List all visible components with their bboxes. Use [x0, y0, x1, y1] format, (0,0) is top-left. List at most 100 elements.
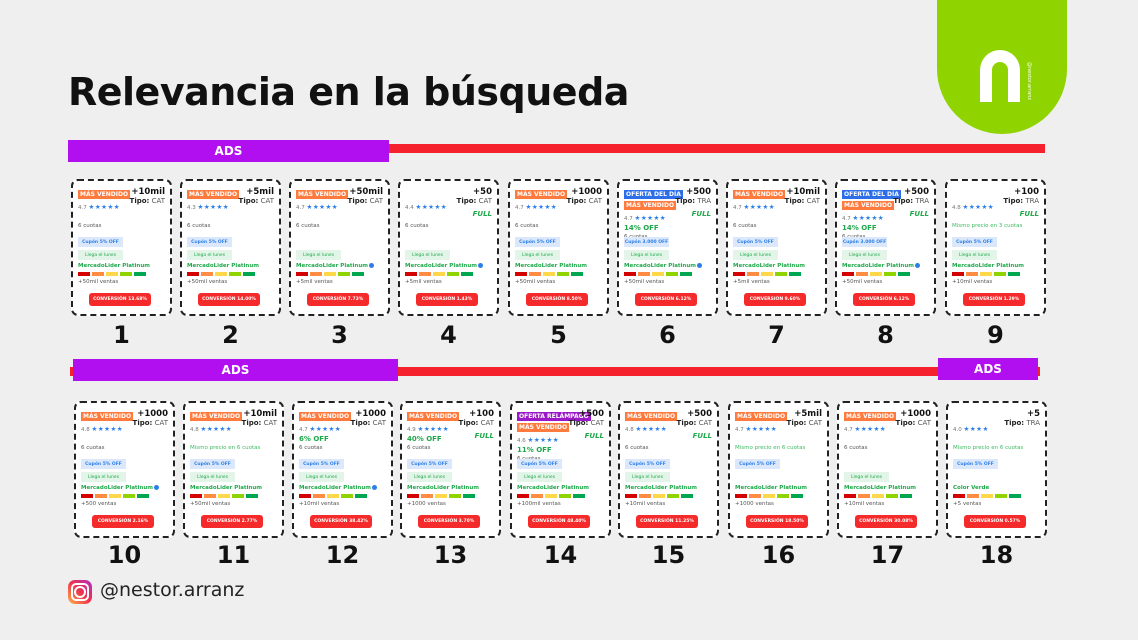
- coupon-tag[interactable]: Cupón 5% OFF: [625, 459, 670, 469]
- listing-badge: MÁS VENDIDO: [296, 190, 349, 199]
- rating: 4.9 ★★★★★: [407, 425, 494, 433]
- reputation-segment: [232, 494, 244, 498]
- product-card[interactable]: MÁS VENDIDO +5mil Tipo: CAT 4.7 ★★★★★ Mi…: [728, 401, 829, 538]
- star-icons: ★★★★★: [415, 203, 448, 211]
- product-card[interactable]: MÁS VENDIDO +5mil Tipo: CAT 4.3 ★★★★★ 6 …: [180, 179, 281, 316]
- coupon-tag[interactable]: Cupón 5% OFF: [735, 459, 780, 469]
- rating-value: 4.8: [625, 427, 634, 433]
- product-card[interactable]: MÁS VENDIDO +1000 Tipo: CAT 4.8 ★★★★★ 6 …: [74, 401, 175, 538]
- product-card[interactable]: MÁS VENDIDO +100 Tipo: CAT FULL 4.9 ★★★★…: [400, 401, 501, 538]
- conversion-button[interactable]: CONVERSIÓN 13.68%: [89, 293, 151, 306]
- product-card[interactable]: +5 Tipo: TRA 4.0 ★★★★ Mismo precio en 6 …: [946, 401, 1047, 538]
- product-card[interactable]: MÁS VENDIDO +500 Tipo: CAT FULL 4.8 ★★★★…: [618, 401, 719, 538]
- full-shipping-badge: FULL: [909, 210, 929, 218]
- instagram-handle[interactable]: @nestor.arranz: [100, 579, 245, 601]
- product-card[interactable]: MÁS VENDIDO +10mil Tipo: CAT 4.7 ★★★★★ 6…: [71, 179, 172, 316]
- discount: 40% OFF: [407, 435, 442, 443]
- product-card[interactable]: +50 Tipo: CAT FULL 4.4 ★★★★★ 6 cuotas Ll…: [398, 179, 499, 316]
- reputation-segment: [995, 494, 1007, 498]
- coupon-tag[interactable]: Cupón 5% OFF: [953, 459, 998, 469]
- position-number: 6: [659, 321, 676, 349]
- coupon-tag[interactable]: Cupón 5% OFF: [733, 237, 778, 247]
- badges: MÁS VENDIDO: [735, 412, 822, 423]
- product-card[interactable]: +100 Tipo: TRA FULL 4.8 ★★★★★ Mismo prec…: [945, 179, 1046, 316]
- installments: 6 cuotas: [515, 223, 539, 229]
- conversion-button[interactable]: CONVERSIÓN 1.29%: [963, 293, 1025, 306]
- coupon-tag[interactable]: Cupón 5% OFF: [190, 459, 235, 469]
- product-card[interactable]: MÁS VENDIDO +1000 Tipo: CAT 4.7 ★★★★★ 6%…: [292, 401, 393, 538]
- conversion-button[interactable]: CONVERSIÓN 11.25%: [636, 515, 698, 528]
- conversion-button[interactable]: CONVERSIÓN 30.08%: [855, 515, 917, 528]
- coupon-tag[interactable]: Cupón 5% OFF: [81, 459, 126, 469]
- tipo-label: Tipo:: [347, 197, 368, 205]
- position-number: 9: [987, 321, 1004, 349]
- seller-label: Color Verde: [953, 485, 990, 491]
- reputation-segment: [886, 494, 898, 498]
- reputation-bar: [190, 494, 277, 499]
- sold-count: +100mil ventas: [517, 501, 561, 507]
- delivery-tag: Llega el lunes: [842, 250, 887, 260]
- coupon-tag[interactable]: Cupón 5% OFF: [952, 237, 997, 247]
- tipo-label: Tipo:: [568, 419, 589, 427]
- ads-banner-row1: ADS: [68, 140, 389, 162]
- product-card[interactable]: OFERTA RELÁMPAGO MÁS VENDIDO +500 Tipo: C…: [510, 401, 611, 538]
- installments: 6 cuotas: [299, 445, 323, 451]
- coupon-tag[interactable]: Cupón 5% OFF: [187, 237, 232, 247]
- conversion-button[interactable]: CONVERSIÓN 9.60%: [744, 293, 806, 306]
- full-shipping-badge: FULL: [691, 210, 711, 218]
- conversion-button[interactable]: CONVERSIÓN 8.50%: [526, 293, 588, 306]
- conversion-button[interactable]: CONVERSIÓN 7.73%: [307, 293, 369, 306]
- rating: 4.7 ★★★★★: [842, 214, 929, 222]
- coupon-tag[interactable]: Cupón 5% OFF: [515, 237, 560, 247]
- conversion-button[interactable]: CONVERSIÓN 1.43%: [416, 293, 478, 306]
- reputation-segment: [967, 494, 979, 498]
- product-card[interactable]: OFERTA DEL DÍA MÁS VENDIDO +500 Tipo: TRA…: [617, 179, 718, 316]
- product-card[interactable]: MÁS VENDIDO +10mil Tipo: CAT 4.7 ★★★★★ 6…: [726, 179, 827, 316]
- installments: Mismo precio en 6 cuotas: [190, 445, 261, 451]
- reputation-segment: [735, 494, 747, 498]
- coupon-tag[interactable]: Cupón 3.000 OFF: [624, 237, 669, 247]
- listing-type: Tipo: CAT: [567, 197, 602, 205]
- conversion-button[interactable]: CONVERSIÓN 0.57%: [964, 515, 1026, 528]
- full-shipping-badge: FULL: [474, 432, 494, 440]
- product-card[interactable]: MÁS VENDIDO +50mil Tipo: CAT 4.7 ★★★★★ 6…: [289, 179, 390, 316]
- sold-count: +5mil ventas: [405, 279, 442, 285]
- product-card[interactable]: MÁS VENDIDO +1000 Tipo: CAT 4.7 ★★★★★ 6 …: [508, 179, 609, 316]
- star-icons: ★★★★★: [525, 203, 558, 211]
- reputation-segment: [884, 272, 896, 276]
- tipo-value: CAT: [154, 419, 168, 427]
- badges: MÁS VENDIDO: [844, 412, 931, 423]
- conversion-button[interactable]: CONVERSIÓN 3.70%: [418, 515, 480, 528]
- rating: 4.6 ★★★★★: [517, 436, 604, 444]
- conversion-button[interactable]: CONVERSIÓN 2.16%: [92, 515, 154, 528]
- conversion-button[interactable]: CONVERSIÓN 48.40%: [528, 515, 590, 528]
- seller-level: MercadoLider Platinum: [517, 485, 604, 493]
- product-card[interactable]: MÁS VENDIDO +10mil Tipo: CAT 4.8 ★★★★★ M…: [183, 401, 284, 538]
- position-number: 2: [222, 321, 239, 349]
- product-card[interactable]: OFERTA DEL DÍA MÁS VENDIDO +500 Tipo: TRA…: [835, 179, 936, 316]
- conversion-button[interactable]: CONVERSIÓN 38.42%: [310, 515, 372, 528]
- product-card[interactable]: MÁS VENDIDO +1000 Tipo: CAT 4.7 ★★★★★ 6 …: [837, 401, 938, 538]
- installments: 6 cuotas: [187, 223, 211, 229]
- verified-icon: [697, 263, 702, 268]
- coupon-tag[interactable]: Cupón 5% OFF: [78, 237, 123, 247]
- listing-badge: MÁS VENDIDO: [190, 412, 243, 421]
- coupon-tag[interactable]: Cupón 3.000 OFF: [842, 237, 887, 247]
- full-shipping-badge: FULL: [472, 210, 492, 218]
- conversion-button[interactable]: CONVERSIÓN 2.77%: [201, 515, 263, 528]
- coupon-tag[interactable]: Cupón 5% OFF: [299, 459, 344, 469]
- reputation-segment: [652, 272, 664, 276]
- rating-value: 4.7: [735, 427, 744, 433]
- discount: [78, 213, 165, 223]
- verified-icon: [915, 263, 920, 268]
- coupon-tag[interactable]: Cupón 5% OFF: [517, 459, 562, 469]
- seller-label: MercadoLider Platinum: [517, 485, 589, 491]
- conversion-button[interactable]: CONVERSIÓN 6.12%: [635, 293, 697, 306]
- reputation-segment: [463, 494, 475, 498]
- conversion-button[interactable]: CONVERSIÓN 14.00%: [198, 293, 260, 306]
- full-shipping-badge: FULL: [1019, 210, 1039, 218]
- conversion-button[interactable]: CONVERSIÓN 6.12%: [853, 293, 915, 306]
- coupon-tag[interactable]: Cupón 5% OFF: [407, 459, 452, 469]
- sales-count: +1000: [900, 409, 931, 419]
- conversion-button[interactable]: CONVERSIÓN 18.50%: [746, 515, 808, 528]
